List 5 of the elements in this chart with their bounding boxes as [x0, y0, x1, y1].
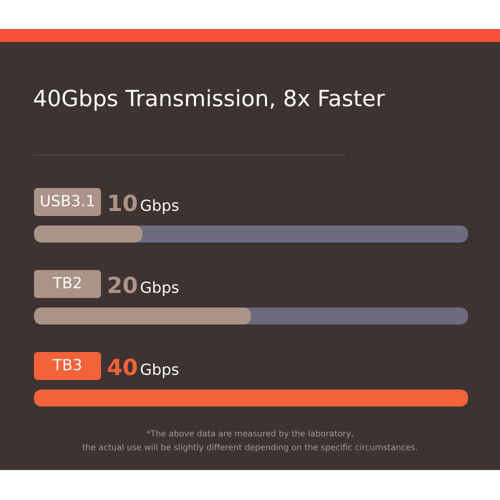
chart-title: 40Gbps Transmission, 8x Faster [34, 89, 385, 111]
text: *The above data are measured by the laboratory, the actual use will be slightly different depending on the specific circumstances. [82, 430, 417, 452]
y-tick-label: TB3 [52, 358, 82, 370]
y-tick-label: USB3.1 [41, 194, 94, 206]
y-tick-label: TB2 [52, 276, 81, 288]
